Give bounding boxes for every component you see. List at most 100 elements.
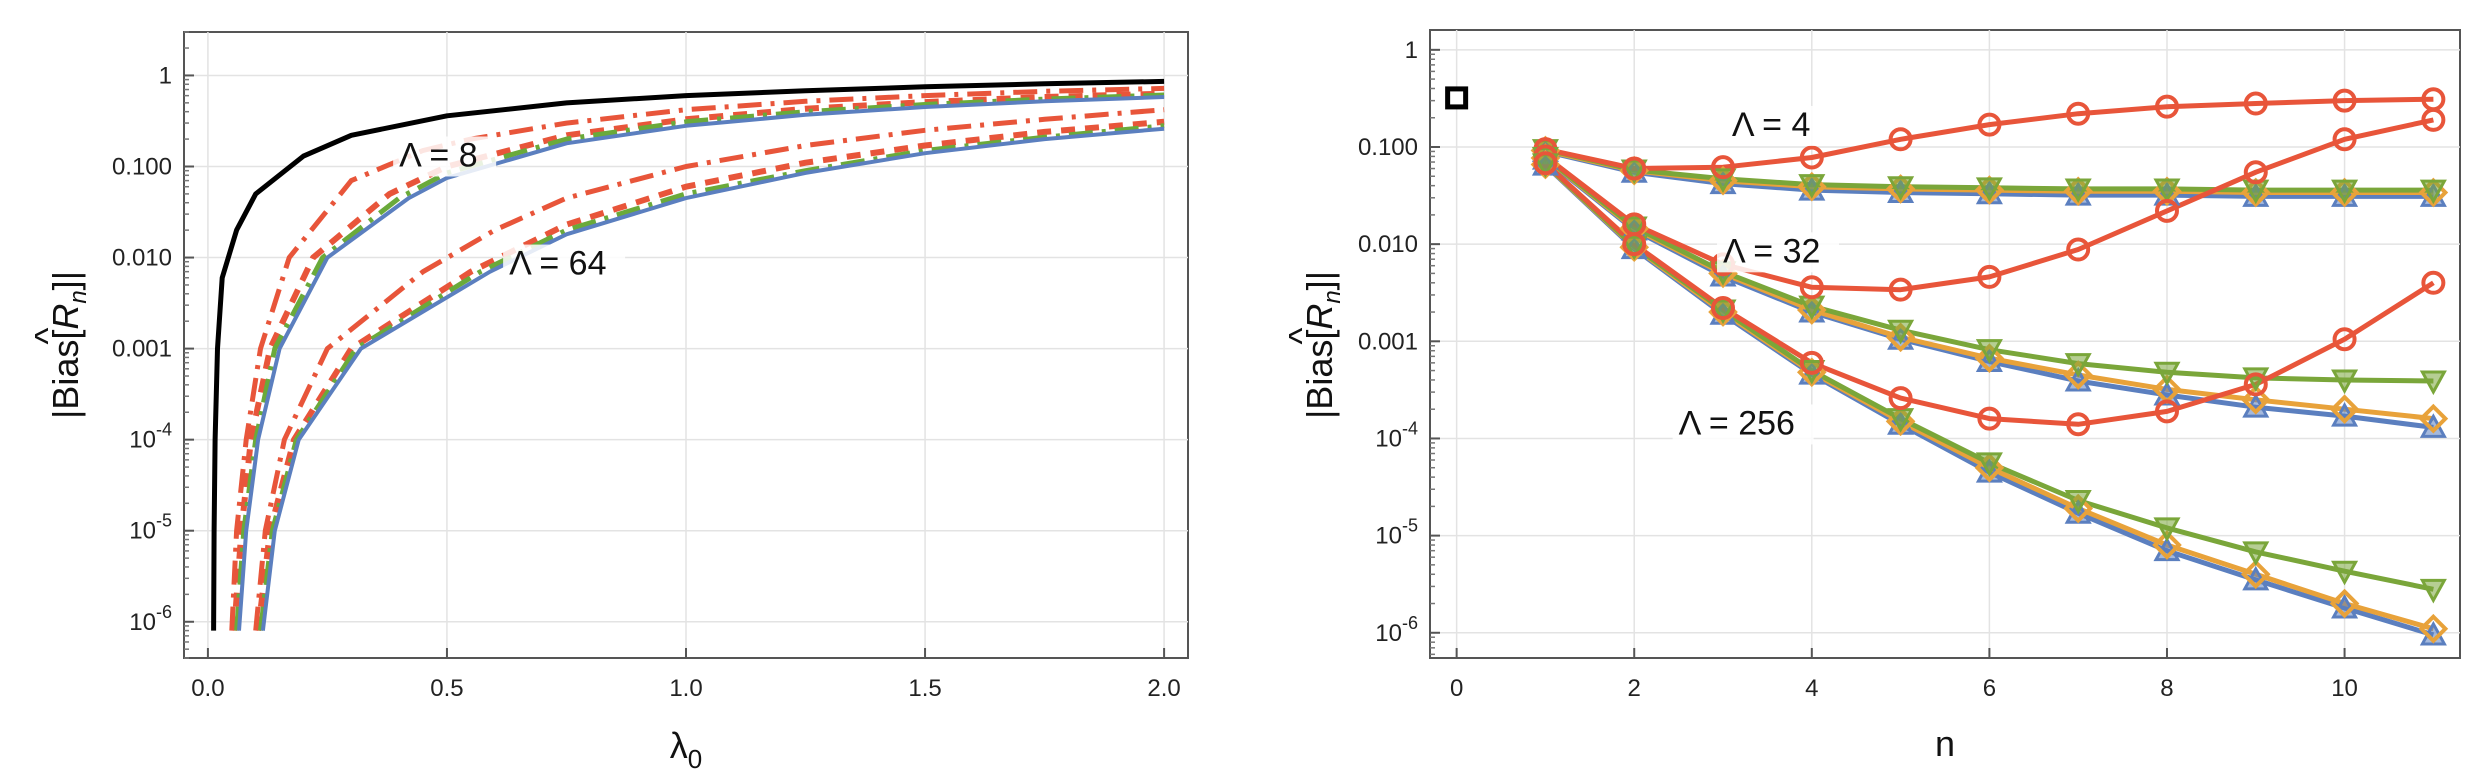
data-point <box>2419 578 2447 604</box>
annotation-backdrop <box>503 244 626 285</box>
x-axis-label: n <box>1935 723 1955 764</box>
data-point <box>2419 370 2447 396</box>
data-point <box>2066 101 2091 126</box>
annotation-backdrop <box>1725 105 1829 146</box>
data-point <box>1888 386 1913 411</box>
x-tick-label: 2 <box>1628 675 1641 702</box>
data-point <box>1975 177 2003 202</box>
y-axis-label-sub: n <box>65 290 92 303</box>
data-point <box>2064 353 2092 378</box>
data-point <box>1975 452 2003 478</box>
left-chart: 0.0 0.5 1.0 1.5 2.0 10-6 10-5 10-4 0.001 0.010 0.1… <box>27 31 1189 774</box>
annotations: Λ = 8 Λ = 64 <box>393 136 626 285</box>
x-tick-label: 6 <box>1983 675 1996 702</box>
x-tick-label: 8 <box>2160 675 2173 702</box>
y-axis-label-post: ]| <box>1299 271 1340 290</box>
y-tick-label: 10-5 <box>1375 516 1418 550</box>
data-point <box>1977 112 2002 137</box>
data-point <box>2240 384 2271 415</box>
data-point <box>1888 277 1913 302</box>
data-point <box>1974 452 2005 483</box>
data-point <box>1888 127 1913 152</box>
y-axis-label-pre: |Bias[ <box>1299 330 1340 419</box>
data-point <box>1622 156 1647 181</box>
series-line-5 <box>253 107 1165 631</box>
y-tick-label: 10-4 <box>1375 418 1418 452</box>
data-point <box>1620 216 1648 242</box>
x-tick-label: 0.0 <box>191 675 224 702</box>
data-point <box>2066 237 2091 262</box>
data-point <box>1711 155 1736 180</box>
annotation-backdrop <box>1717 232 1840 273</box>
x-tick-label: 4 <box>1805 675 1818 702</box>
data-point <box>2329 588 2360 619</box>
annotation-label: Λ = 32 <box>1723 232 1820 270</box>
data-point <box>2153 178 2181 204</box>
data-point <box>2243 160 2268 185</box>
data-point <box>1977 264 2002 289</box>
gridlines <box>184 32 1188 658</box>
data-point <box>2421 107 2446 132</box>
y-tick-label: 10-5 <box>129 511 172 545</box>
x-axis-label-sub: 0 <box>688 744 702 774</box>
data-point <box>1885 322 1916 353</box>
data-point <box>1799 145 1824 170</box>
y-tick-label: 0.001 <box>1358 328 1418 355</box>
series-line-8 <box>260 126 1165 631</box>
y-axis-label-hat: ^ <box>1281 327 1322 344</box>
data-point <box>1887 319 1915 345</box>
x-axis-label-main: λ <box>670 725 688 766</box>
y-axis-label-pre: |Bias[ <box>45 330 86 419</box>
annotation-backdrop <box>1672 404 1814 445</box>
data-point <box>2331 179 2359 205</box>
data-point <box>1798 174 1826 199</box>
series-line-11 <box>1543 161 2435 427</box>
data-point <box>1975 339 2003 364</box>
data-point <box>2154 94 2179 119</box>
y-axis-label: |Bias[Rn]| <box>45 271 92 419</box>
data-point <box>1709 299 1737 325</box>
data-point <box>2243 91 2268 116</box>
annotations: Λ = 4 Λ = 32 Λ = 256 <box>1445 86 1840 445</box>
data-point <box>2332 327 2357 352</box>
data-point <box>2419 179 2447 205</box>
x-tick-label: 10 <box>2331 675 2358 702</box>
data-point <box>2331 560 2359 586</box>
y-axis-label-sub: n <box>1319 290 1346 303</box>
annotation-label: Λ = 64 <box>509 245 606 283</box>
data-point <box>2153 361 2181 387</box>
data-point <box>2242 541 2270 567</box>
series-group <box>211 78 1165 631</box>
y-tick-label: 1 <box>1405 37 1418 64</box>
data-point <box>1799 275 1824 300</box>
x-tick-label: 1.5 <box>908 675 941 702</box>
y-tick-label: 10-6 <box>1375 613 1418 647</box>
data-point <box>2154 198 2179 223</box>
y-tick-label: 0.010 <box>112 245 172 272</box>
data-point <box>1620 159 1648 185</box>
annotation-label: Λ = 256 <box>1679 404 1795 442</box>
data-point <box>2331 369 2359 395</box>
data-point <box>2421 270 2446 295</box>
data-point <box>2064 178 2092 204</box>
y-axis-label: |Bias[Rn]| <box>1299 271 1346 419</box>
x-tick-label: 0 <box>1450 675 1463 702</box>
y-tick-label: 0.001 <box>112 336 172 363</box>
data-point <box>2154 399 2179 424</box>
annotation-label: Λ = 8 <box>399 136 478 174</box>
annotation-backdrop <box>393 136 497 177</box>
data-point <box>2064 489 2092 515</box>
data-point <box>1977 406 2002 431</box>
y-tick-label: 0.100 <box>1358 134 1418 161</box>
y-tick-label: 0.010 <box>1358 231 1418 258</box>
series-line-7 <box>1543 117 2434 293</box>
data-point <box>2153 517 2181 543</box>
data-point <box>1887 176 1915 201</box>
x-tick-label: 1.0 <box>669 675 702 702</box>
series-line-3 <box>234 92 1165 631</box>
data-point <box>1796 295 1827 325</box>
data-point <box>2329 394 2360 425</box>
series-line-1 <box>229 85 1165 631</box>
data-point <box>2332 127 2357 152</box>
y-tick-label: 10-6 <box>129 602 172 636</box>
